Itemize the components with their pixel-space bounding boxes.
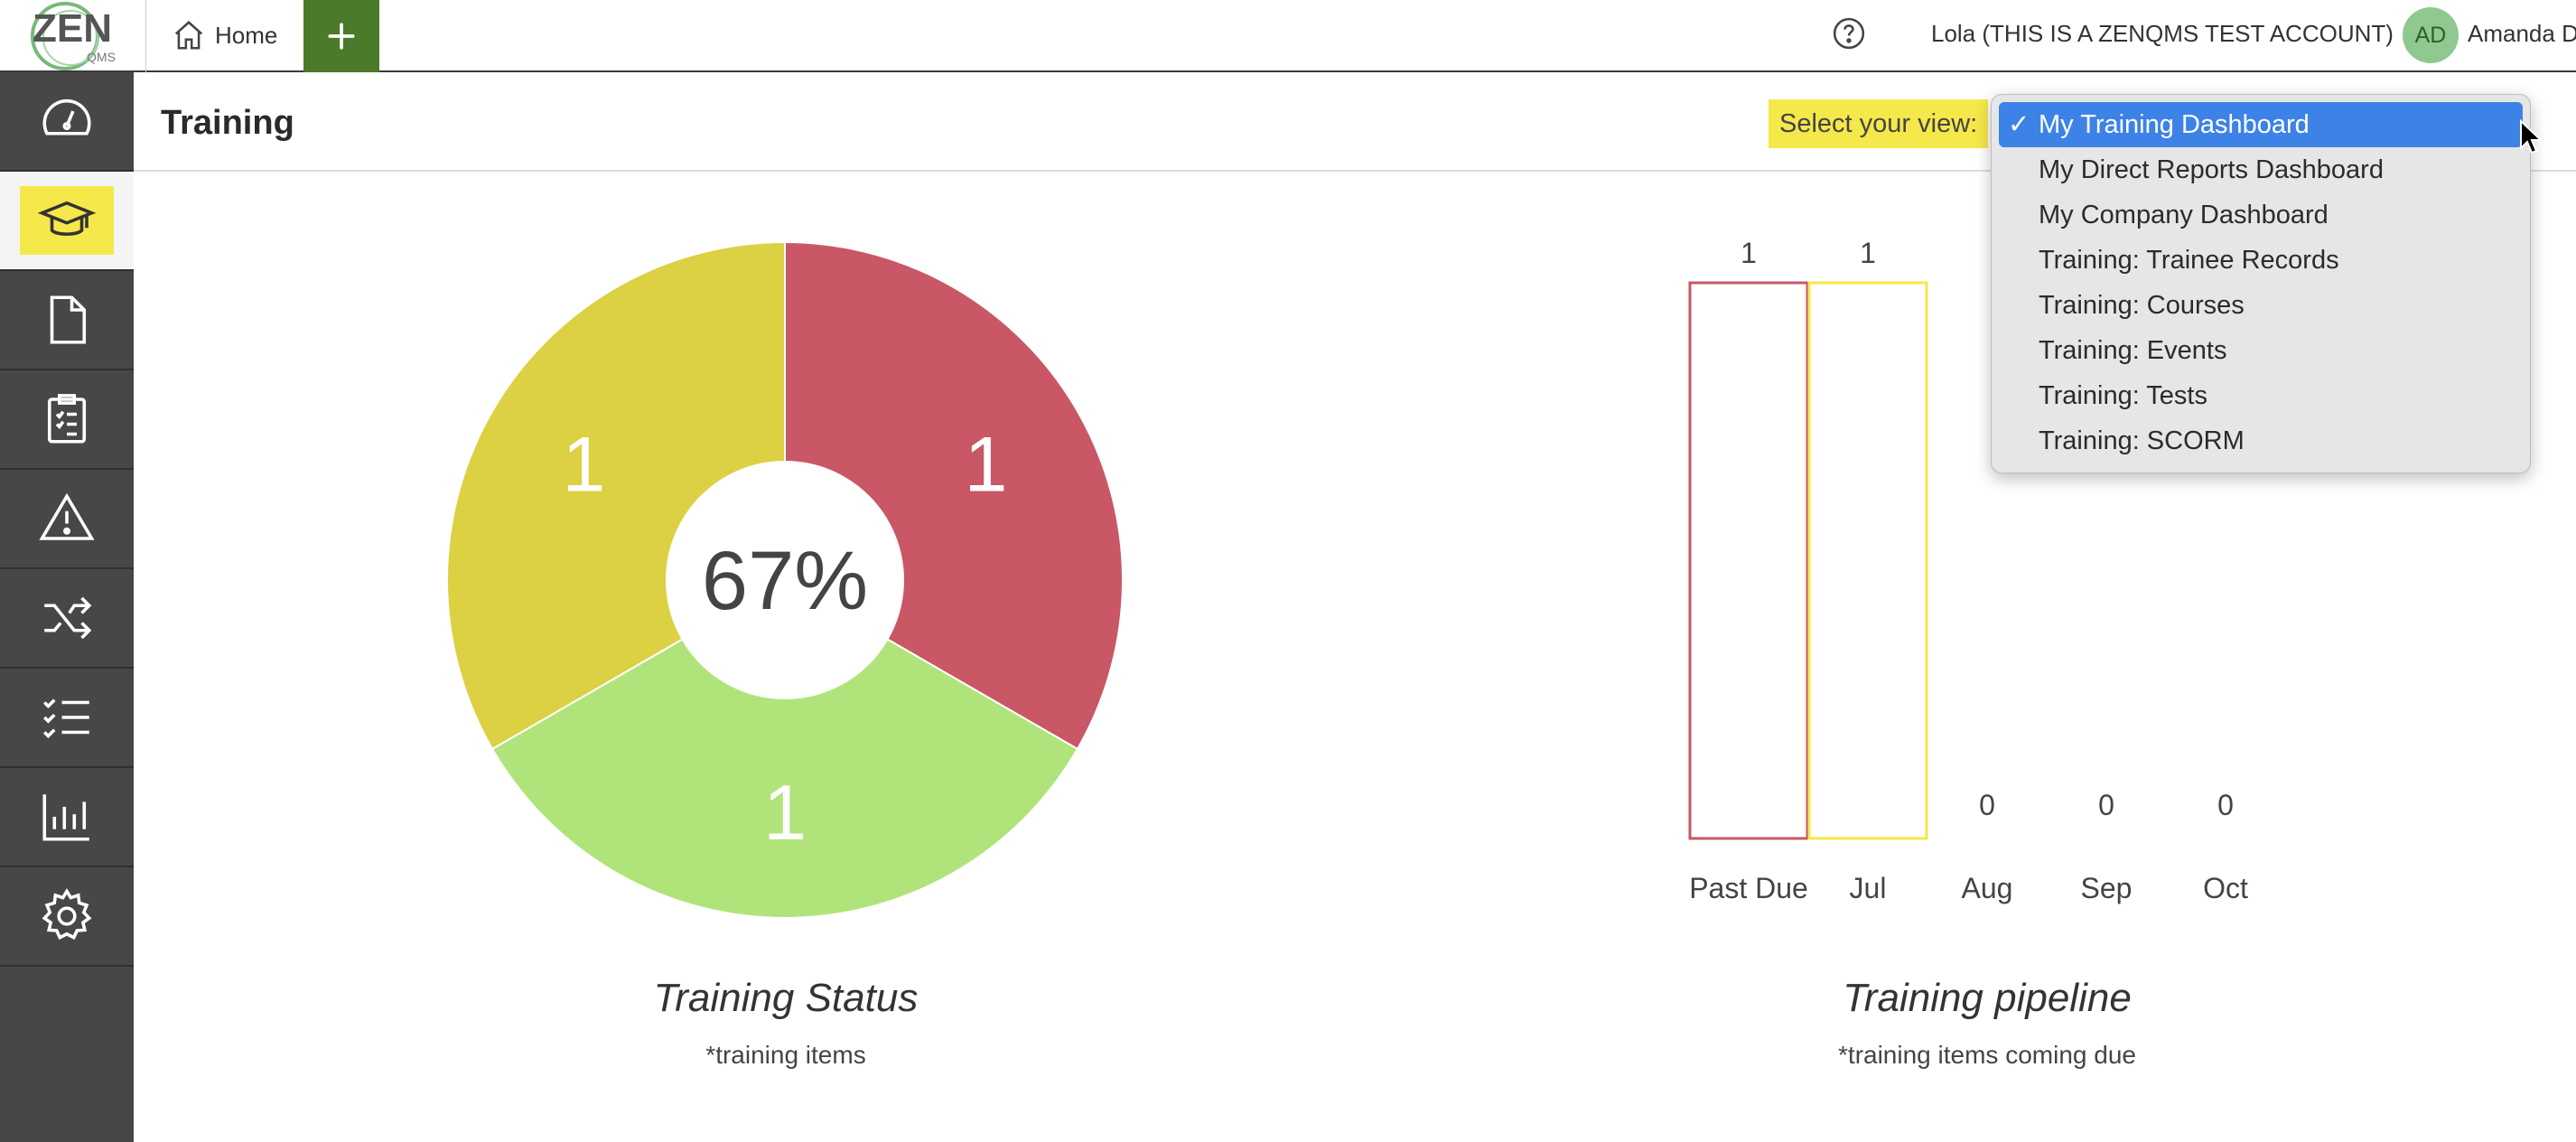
training-pipeline-subtitle: *training items coming due xyxy=(1838,1041,2136,1069)
dropdown-option-scorm[interactable]: Training: SCORM xyxy=(2039,426,2245,455)
pie-slice-label-0: 1 xyxy=(965,422,1008,509)
top-bar: ZEN QMS Home Lola (THIS IS A ZENQMS TEST… xyxy=(0,0,2576,72)
home-label: Home xyxy=(215,21,278,49)
account-label[interactable]: Lola (THIS IS A ZENQMS TEST ACCOUNT) xyxy=(1931,20,2394,47)
view-select-label: Select your view: xyxy=(1769,99,1989,148)
zenqms-logo[interactable]: ZEN QMS xyxy=(0,0,146,72)
pipeline-bar-1[interactable] xyxy=(1807,281,1928,840)
bar-chart-icon xyxy=(42,794,89,841)
dropdown-option-my-direct-reports-dashboard[interactable]: My Direct Reports Dashboard xyxy=(2039,155,2384,184)
training-status-title: Training Status xyxy=(653,976,919,1020)
sidebar-item-dashboard[interactable] xyxy=(0,72,134,172)
gear-icon xyxy=(42,888,92,941)
sidebar-item-checklists[interactable] xyxy=(0,370,134,470)
check-icon: ✓ xyxy=(2008,110,2030,139)
help-icon[interactable] xyxy=(1832,16,1866,51)
shuffle-icon xyxy=(44,596,92,640)
dropdown-option-trainee-records[interactable]: Training: Trainee Records xyxy=(2039,246,2339,275)
sidebar-item-reports[interactable] xyxy=(0,768,134,867)
pipeline-value-label-1: 1 xyxy=(1860,237,1876,269)
sidebar-item-settings[interactable] xyxy=(0,867,134,967)
home-icon xyxy=(174,21,203,50)
pipeline-category-label-1: Jul xyxy=(1850,872,1887,904)
training-status-donut[interactable]: 1 1 1 67% xyxy=(446,240,1124,919)
document-icon xyxy=(50,295,87,344)
pipeline-value-label-4: 0 xyxy=(2217,789,2234,821)
plus-icon xyxy=(328,23,355,50)
checklist-icon xyxy=(42,698,89,739)
sidebar-item-issues[interactable] xyxy=(0,470,134,569)
sidebar-item-documents[interactable] xyxy=(0,271,134,370)
avatar[interactable]: AD xyxy=(2403,7,2459,63)
pipeline-category-label-3: Sep xyxy=(2081,872,2133,904)
pipeline-bar-0[interactable] xyxy=(1688,281,1809,840)
pipeline-category-label-4: Oct xyxy=(2203,872,2248,904)
dropdown-option-courses[interactable]: Training: Courses xyxy=(2039,291,2245,320)
view-dropdown-menu[interactable]: ✓ My Training Dashboard My Direct Report… xyxy=(1991,94,2531,473)
pipeline-value-label-0: 1 xyxy=(1741,237,1757,269)
pie-slice-1[interactable] xyxy=(490,578,1079,919)
sidebar xyxy=(0,72,134,1142)
pipeline-value-label-2: 0 xyxy=(1979,789,1995,821)
home-tab[interactable]: Home xyxy=(172,0,303,70)
training-pipeline-bars[interactable]: 1 Past Due 1 Jul 0 Aug 0 Sep 0 Oct xyxy=(1688,237,2248,904)
dropdown-option-events[interactable]: Training: Events xyxy=(2039,336,2227,365)
pie-slice-label-2: 1 xyxy=(563,422,606,509)
page-header: Training Select your view: xyxy=(134,72,2576,172)
dropdown-option-my-training-dashboard[interactable]: ✓ My Training Dashboard xyxy=(1999,102,2523,147)
sidebar-item-training[interactable] xyxy=(0,172,134,271)
pipeline-category-label-2: Aug xyxy=(1962,872,2013,904)
dropdown-option-my-company-dashboard[interactable]: My Company Dashboard xyxy=(2039,201,2329,229)
warning-icon xyxy=(39,492,95,540)
dropdown-option-tests[interactable]: Training: Tests xyxy=(2039,381,2207,410)
donut-center-percentage: 67% xyxy=(702,535,868,627)
page-title: Training xyxy=(161,104,294,142)
svg-text:ZEN: ZEN xyxy=(33,6,112,51)
pipeline-category-label-0: Past Due xyxy=(1689,872,1808,904)
graduation-cap-icon xyxy=(37,201,97,236)
sidebar-highlight xyxy=(20,186,114,255)
clipboard-check-icon xyxy=(47,394,87,444)
pipeline-value-label-3: 0 xyxy=(2098,789,2114,821)
sidebar-item-change[interactable] xyxy=(0,569,134,669)
user-name[interactable]: Amanda D xyxy=(2468,20,2576,47)
pie-slice-label-1: 1 xyxy=(763,770,807,856)
donut-hole xyxy=(666,461,904,699)
speedometer-icon xyxy=(42,98,91,136)
training-pipeline-title: Training pipeline xyxy=(1843,976,2132,1020)
svg-text:QMS: QMS xyxy=(87,50,116,64)
mouse-cursor-icon xyxy=(2520,119,2543,154)
add-button[interactable] xyxy=(303,0,379,72)
training-status-subtitle: *training items xyxy=(705,1041,866,1069)
sidebar-item-lists[interactable] xyxy=(0,669,134,768)
